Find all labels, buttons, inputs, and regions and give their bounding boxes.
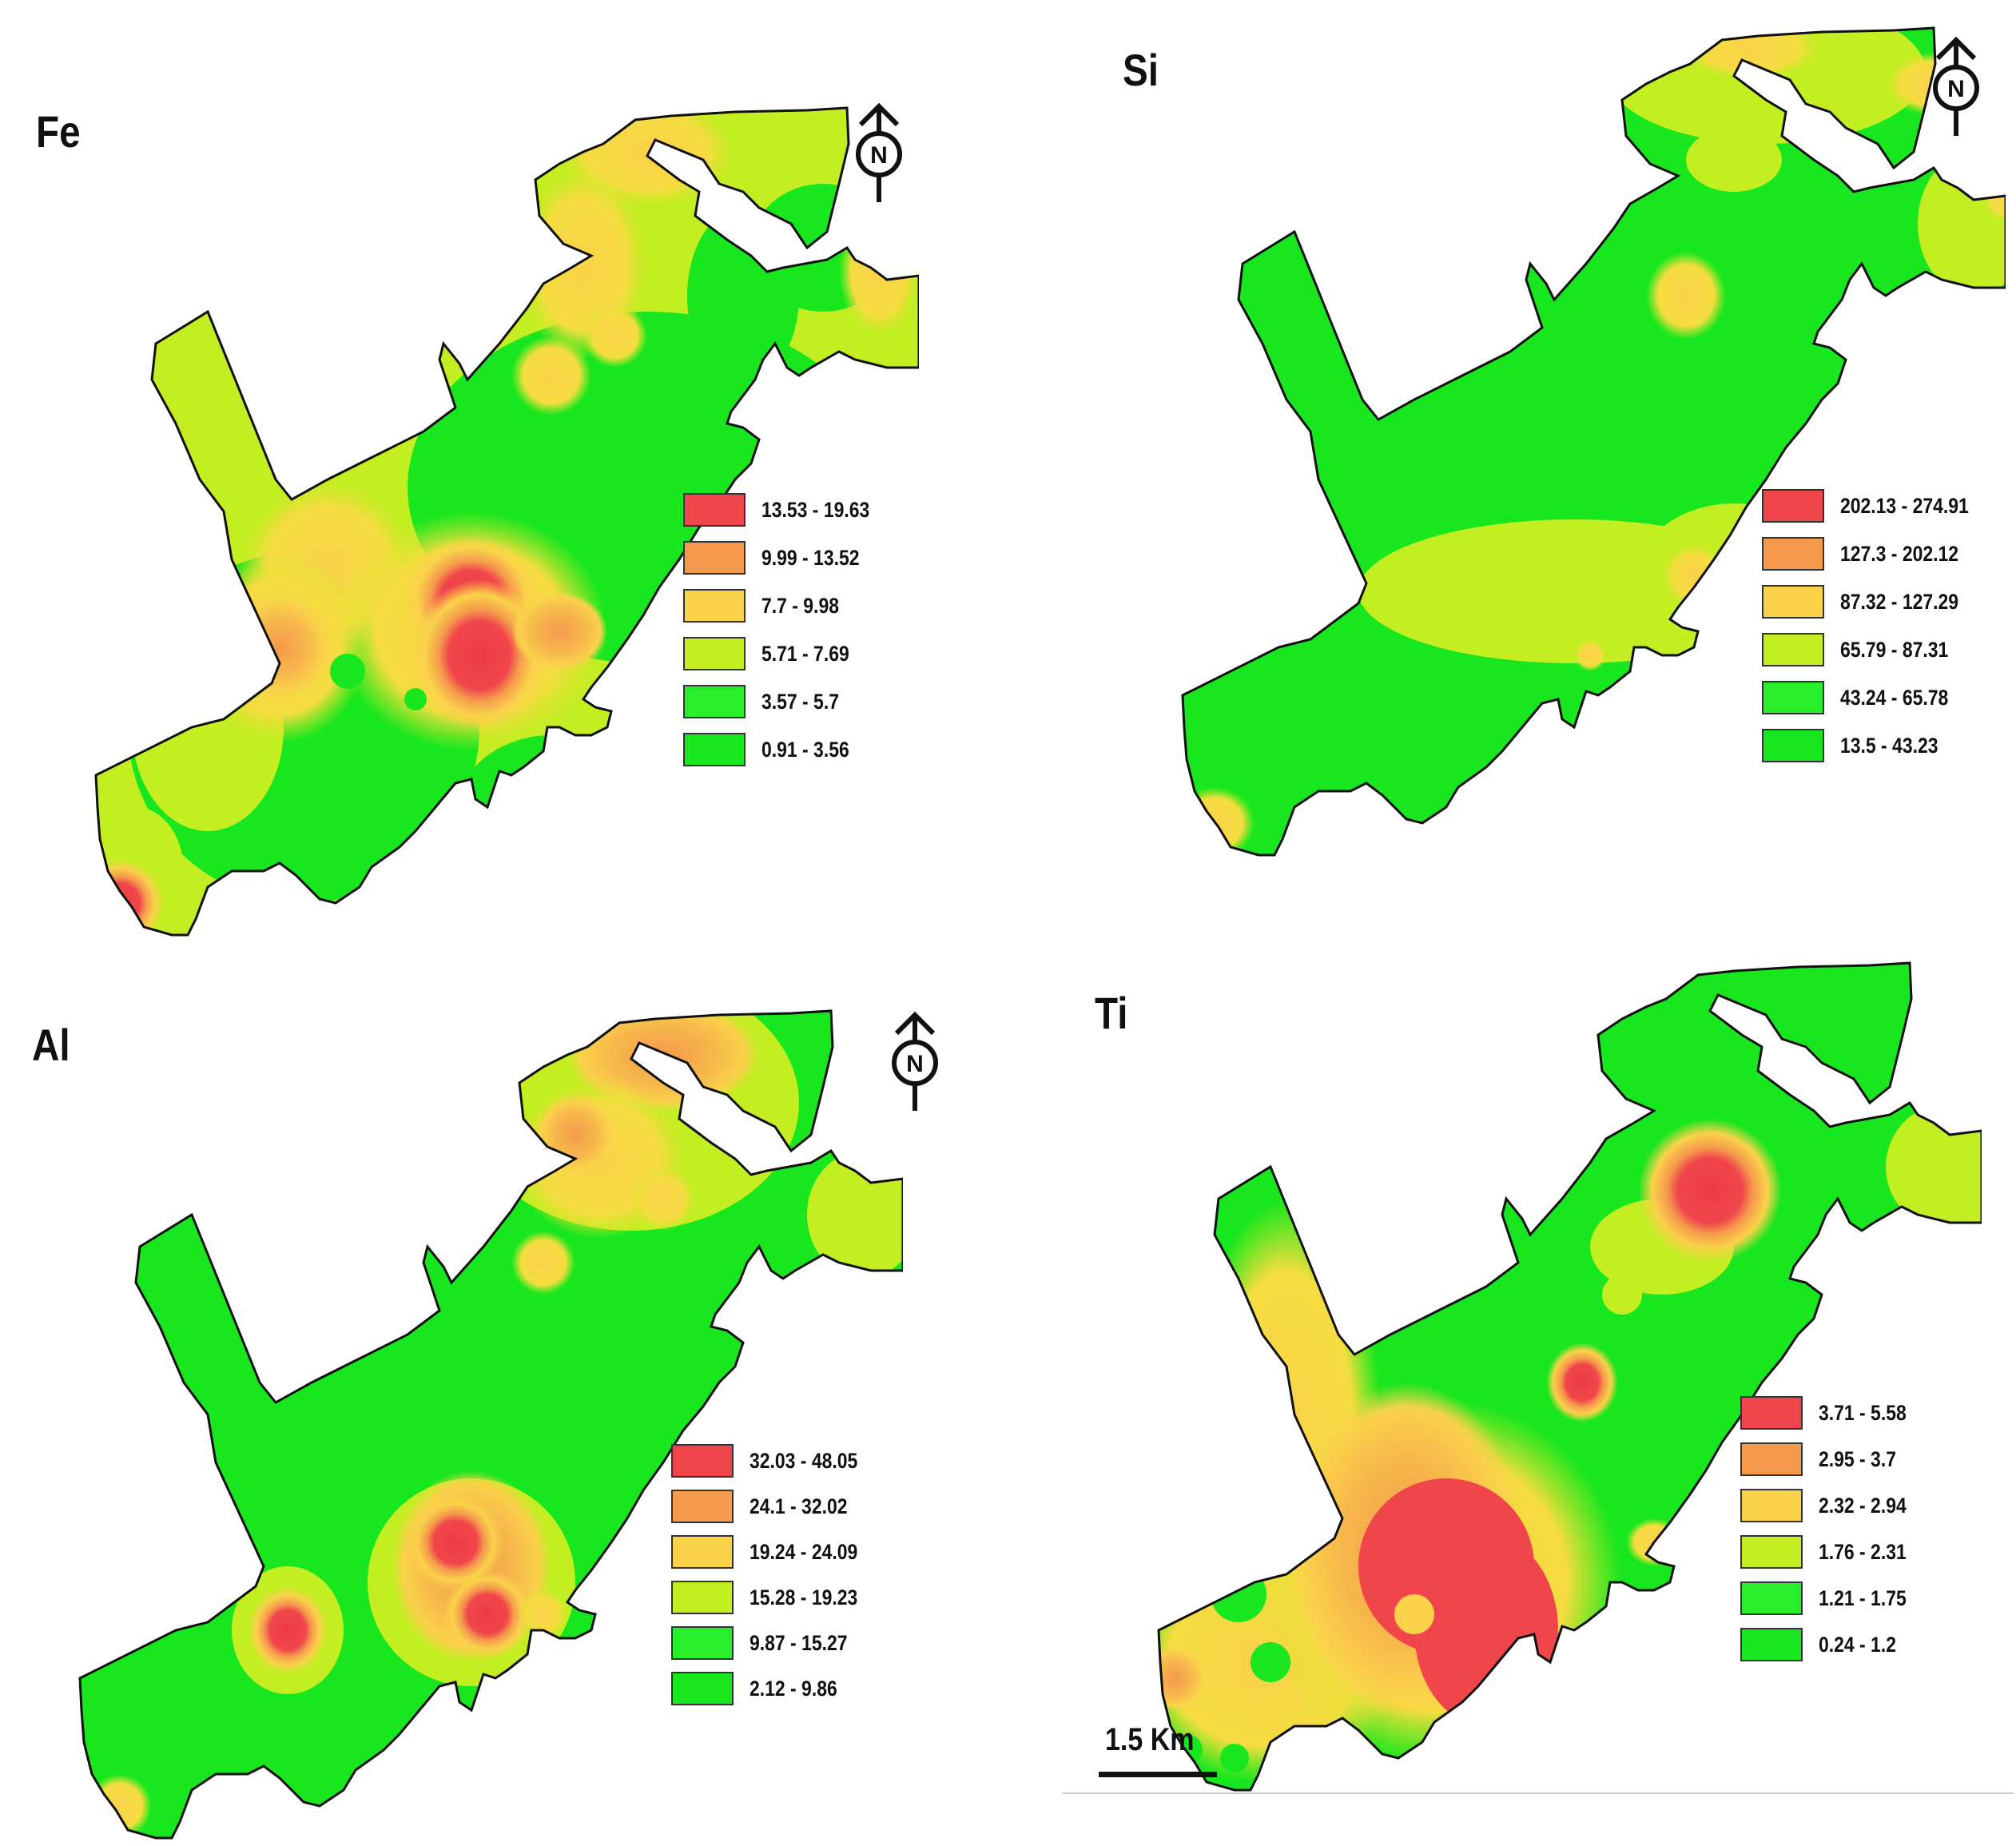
legend-label: 32.03 - 48.05 <box>750 1448 858 1473</box>
legend-swatch <box>671 1535 734 1569</box>
panel-title: Al <box>32 1020 70 1070</box>
legend-item: 9.99 - 13.52 <box>683 539 877 576</box>
legend-label: 0.24 - 1.2 <box>1819 1632 1896 1657</box>
legend-label: 24.1 - 32.02 <box>750 1494 848 1518</box>
map-ti <box>1157 961 1982 1792</box>
map-panel-fe: Fe N 13.53 - 19.63 9.99 - 13.52 7.7 - 9.… <box>0 0 959 937</box>
legend-swatch <box>671 1626 734 1660</box>
legend-item: 0.91 - 3.56 <box>683 731 865 768</box>
legend-label: 3.57 - 5.7 <box>761 689 839 714</box>
legend-label: 127.3 - 202.12 <box>1840 541 1959 566</box>
legend-swatch <box>1762 585 1824 619</box>
legend-swatch <box>1740 1581 1803 1615</box>
panel-title: Si <box>1123 45 1159 95</box>
legend-swatch <box>1740 1628 1803 1661</box>
legend-item: 15.28 - 19.23 <box>671 1579 877 1616</box>
legend-item: 2.32 - 2.94 <box>1740 1487 1922 1524</box>
legend-swatch <box>1740 1396 1803 1430</box>
legend-item: 3.57 - 5.7 <box>683 683 853 720</box>
legend-item: 43.24 - 65.78 <box>1762 679 1967 716</box>
legend-item: 5.71 - 7.69 <box>683 635 865 672</box>
legend-item: 7.7 - 9.98 <box>683 587 853 624</box>
legend-item: 87.32 - 127.29 <box>1762 583 1979 620</box>
north-arrow-icon: N <box>1933 36 1979 136</box>
map-panel-ti: Ti 3.71 - 5.58 2.95 - 3.7 2.32 - 2.94 1.… <box>1039 911 2016 1822</box>
legend-label: 1.76 - 2.31 <box>1819 1539 1907 1564</box>
legend-swatch <box>1762 681 1824 714</box>
legend-swatch <box>671 1581 734 1614</box>
legend-item: 65.79 - 87.31 <box>1762 631 1967 668</box>
map-panel-si: Si N 202.13 - 274.91 127.3 - 202.12 87.3… <box>1039 0 2016 863</box>
legend-label: 2.12 - 9.86 <box>750 1676 837 1701</box>
legend-swatch <box>671 1444 734 1478</box>
panel-title: Fe <box>36 106 81 157</box>
legend-item: 3.71 - 5.58 <box>1740 1394 1922 1431</box>
legend-item: 2.12 - 9.86 <box>671 1670 853 1707</box>
north-label: N <box>870 142 888 169</box>
north-label: N <box>906 1051 924 1077</box>
legend-item: 9.87 - 15.27 <box>671 1625 865 1661</box>
legend-label: 13.5 - 43.23 <box>1840 733 1938 758</box>
legend-item: 127.3 - 202.12 <box>1762 535 1979 572</box>
legend-swatch <box>683 589 746 623</box>
legend-label: 13.53 - 19.63 <box>761 497 870 522</box>
scale-bar: 1.5 Km <box>1099 1722 1243 1786</box>
scale-bar-label: 1.5 Km <box>1105 1722 1195 1757</box>
legend-label: 15.28 - 19.23 <box>750 1585 858 1609</box>
legend-swatch <box>683 733 746 766</box>
legend-swatch <box>683 685 746 718</box>
legend-item: 32.03 - 48.05 <box>671 1442 877 1479</box>
legend-label: 65.79 - 87.31 <box>1840 637 1949 662</box>
legend-item: 0.24 - 1.2 <box>1740 1626 1910 1663</box>
legend-swatch <box>683 493 746 527</box>
legend-swatch <box>1740 1535 1803 1569</box>
legend-swatch <box>671 1672 734 1705</box>
legend-swatch <box>683 541 746 575</box>
map-si <box>1181 26 2006 857</box>
legend-item: 13.53 - 19.63 <box>683 491 889 528</box>
north-arrow-icon: N <box>856 102 902 202</box>
legend-label: 0.91 - 3.56 <box>761 737 849 762</box>
legend-swatch <box>1762 489 1824 523</box>
legend-label: 43.24 - 65.78 <box>1840 685 1949 710</box>
legend-swatch <box>1762 633 1824 666</box>
legend-item: 1.21 - 1.75 <box>1740 1580 1922 1617</box>
legend-label: 2.95 - 3.7 <box>1819 1446 1896 1471</box>
map-panel-al: Al N 32.03 - 48.05 24.1 - 32.02 19.24 - … <box>0 911 959 1840</box>
legend-label: 9.87 - 15.27 <box>750 1630 848 1655</box>
legend-item: 202.13 - 274.91 <box>1762 487 1991 524</box>
legend-swatch <box>671 1490 734 1523</box>
legend-swatch <box>683 637 746 670</box>
legend-swatch <box>1740 1489 1803 1522</box>
legend-label: 3.71 - 5.58 <box>1819 1400 1907 1425</box>
legend-label: 9.99 - 13.52 <box>761 545 860 570</box>
legend-label: 2.32 - 2.94 <box>1819 1493 1907 1518</box>
legend-si: 202.13 - 274.91 127.3 - 202.12 87.32 - 1… <box>1762 487 2016 807</box>
legend-item: 19.24 - 24.09 <box>671 1534 877 1570</box>
north-arrow-icon: N <box>892 1011 938 1111</box>
map-fe <box>94 106 919 937</box>
legend-label: 7.7 - 9.98 <box>761 593 839 618</box>
legend-label: 19.24 - 24.09 <box>750 1539 858 1564</box>
legend-swatch <box>1740 1442 1803 1476</box>
legend-label: 1.21 - 1.75 <box>1819 1585 1907 1610</box>
legend-swatch <box>1762 537 1824 571</box>
legend-item: 13.5 - 43.23 <box>1762 727 1955 764</box>
panel-title: Ti <box>1095 988 1128 1038</box>
scale-bar-line <box>1099 1772 1217 1777</box>
map-al <box>78 1009 903 1840</box>
legend-label: 202.13 - 274.91 <box>1840 493 1969 518</box>
north-label: N <box>1947 76 1965 102</box>
bottom-divider <box>1063 1792 2014 1794</box>
legend-item: 1.76 - 2.31 <box>1740 1534 1922 1570</box>
legend-label: 87.32 - 127.29 <box>1840 589 1959 614</box>
legend-item: 2.95 - 3.7 <box>1740 1441 1910 1478</box>
legend-ti: 3.71 - 5.58 2.95 - 3.7 2.32 - 2.94 1.76 … <box>1740 1394 1996 1714</box>
legend-al: 32.03 - 48.05 24.1 - 32.02 19.24 - 24.09… <box>671 1442 927 1762</box>
legend-label: 5.71 - 7.69 <box>761 641 849 666</box>
legend-item: 24.1 - 32.02 <box>671 1488 865 1525</box>
legend-fe: 13.53 - 19.63 9.99 - 13.52 7.7 - 9.98 5.… <box>683 491 939 811</box>
legend-swatch <box>1762 729 1824 762</box>
